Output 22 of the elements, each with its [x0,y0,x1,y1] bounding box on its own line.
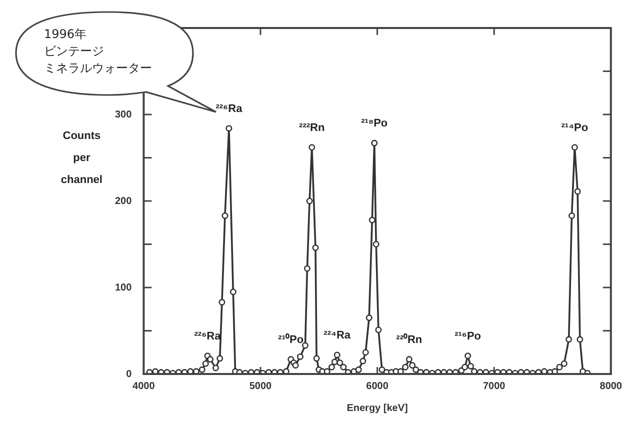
y-tick-label: 300 [114,109,132,120]
x-tick-label: 7000 [482,380,506,392]
annotation: ²¹⁴Po [561,122,588,134]
annotation: ²¹⁸Po [361,118,388,130]
x-axis-title: Energy [keV] [346,402,408,414]
y-axis-title: Counts per channel [60,130,102,186]
y-tick-label: 0 [126,368,132,380]
text: 1996年 [44,26,87,42]
annotation: ミネラルウォーター [44,60,152,76]
annotation: ²¹⁶Po [454,330,482,342]
annotation: ²²⁰Rn [396,332,422,346]
x-tick-label: 8000 [600,380,622,392]
y-tick-label: 200 [114,196,132,207]
x-tick-label: 5000 [249,380,272,392]
annotation: ²¹⁰Po [278,332,304,346]
x-tick-label: 4000 [132,380,156,392]
x-tick-label: 6000 [366,380,389,392]
annotation: ²²²Rn [299,122,325,134]
annotation: ²²⁶Ra [216,102,244,115]
text: ビンテージ [44,43,104,59]
y-tick-label: 100 [114,282,132,294]
annotation: ²²⁴Ra [324,330,352,342]
